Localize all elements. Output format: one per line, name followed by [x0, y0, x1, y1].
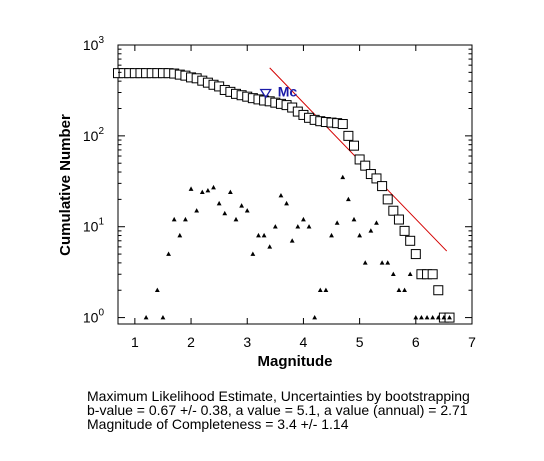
noncumulative-point [250, 251, 256, 256]
cumulative-point [343, 130, 354, 141]
noncumulative-point [374, 220, 379, 225]
noncumulative-point [306, 224, 312, 229]
noncumulative-point [301, 216, 306, 222]
noncumulative-point [435, 314, 441, 320]
noncumulative-point [143, 314, 149, 320]
y-tick-exponent: 1 [98, 217, 104, 228]
noncumulative-point [278, 193, 284, 198]
noncumulative-point [402, 287, 407, 293]
y-tick-exponent: 3 [98, 35, 104, 46]
noncumulative-point [194, 208, 200, 213]
cumulative-point [349, 140, 359, 151]
noncumulative-point [244, 208, 250, 213]
noncumulative-point [166, 251, 171, 256]
noncumulative-point [334, 220, 340, 225]
noncumulative-point [211, 184, 216, 190]
cumulative-point [360, 160, 371, 171]
noncumulative-point [379, 260, 385, 265]
noncumulative-point [272, 224, 278, 229]
y-tick-exponent: 2 [98, 126, 104, 137]
x-tick-label: 2 [187, 334, 195, 350]
noncumulative-point [188, 186, 194, 191]
noncumulative-point [362, 260, 368, 265]
caption-line-method: Maximum Likelihood Estimate, Uncertainti… [87, 388, 470, 404]
noncumulative-point [345, 196, 351, 202]
noncumulative-point [430, 314, 436, 320]
y-tick-label: 100 [83, 308, 105, 326]
cumulative-point [410, 249, 421, 260]
noncumulative-point [390, 271, 396, 277]
plot-frame [117, 44, 473, 325]
noncumulative-point [261, 232, 267, 238]
noncumulative-point [177, 232, 183, 238]
noncumulative-point [340, 174, 346, 180]
noncumulative-point [239, 203, 245, 208]
x-tick-label: 3 [243, 334, 251, 350]
cumulative-point [405, 235, 416, 246]
noncumulative-point [396, 287, 402, 293]
noncumulative-point [222, 210, 228, 216]
mc-label: Mc [278, 84, 298, 100]
x-tick-label: 5 [356, 334, 364, 350]
noncumulative-point [284, 200, 289, 206]
x-tick-label: 4 [300, 334, 308, 350]
noncumulative-point [357, 232, 363, 238]
noncumulative-point [323, 287, 329, 293]
cumulative-point [382, 194, 393, 205]
noncumulative-point [419, 314, 424, 320]
mc-triangle-icon [259, 88, 272, 99]
cumulative-point [399, 225, 410, 236]
noncumulative-point [317, 287, 323, 293]
cumulative-point [354, 154, 365, 165]
noncumulative-point [385, 260, 391, 265]
x-tick-label: 6 [412, 334, 420, 350]
noncumulative-point [368, 228, 374, 233]
cumulative-point [433, 285, 444, 296]
noncumulative-point [183, 216, 188, 222]
x-axis-label: Magnitude [258, 353, 333, 370]
x-tick-label: 7 [468, 334, 476, 350]
noncumulative-point [441, 314, 447, 320]
noncumulative-point [289, 238, 295, 243]
noncumulative-point [216, 200, 222, 206]
noncumulative-point [256, 232, 261, 238]
noncumulative-point [312, 314, 318, 320]
y-tick-label: 101 [83, 217, 105, 235]
caption-line-mc: Magnitude of Completeness = 3.4 +/- 1.14 [87, 416, 349, 432]
y-tick-exponent: 0 [98, 308, 104, 319]
caption-line-bvalue: b-value = 0.67 +/- 0.38, a value = 5.1, … [87, 402, 468, 418]
noncumulative-point [160, 314, 166, 320]
noncumulative-point [267, 244, 273, 249]
cumulative-point [427, 269, 438, 280]
noncumulative-point [447, 314, 452, 320]
noncumulative-point [295, 224, 301, 229]
noncumulative-point [413, 314, 419, 320]
cumulative-point [377, 181, 388, 192]
noncumulative-point [351, 216, 357, 222]
noncumulative-point [329, 232, 334, 238]
y-tick-label: 102 [83, 126, 105, 144]
noncumulative-point [407, 271, 413, 277]
noncumulative-point [154, 287, 160, 293]
noncumulative-point [199, 189, 205, 194]
caption: Maximum Likelihood Estimate, Uncertainti… [87, 389, 537, 431]
noncumulative-point [205, 187, 211, 193]
x-tick-label: 1 [131, 334, 139, 350]
cumulative-point [371, 173, 382, 184]
y-axis-label: Cumulative Number [57, 114, 74, 256]
noncumulative-point [424, 314, 430, 320]
noncumulative-point [171, 216, 177, 222]
noncumulative-point [233, 216, 239, 222]
cumulative-point [388, 205, 399, 216]
y-tick-label: 103 [83, 35, 105, 53]
cumulative-point [337, 119, 348, 130]
cumulative-point [393, 214, 404, 225]
noncumulative-point [227, 189, 233, 194]
